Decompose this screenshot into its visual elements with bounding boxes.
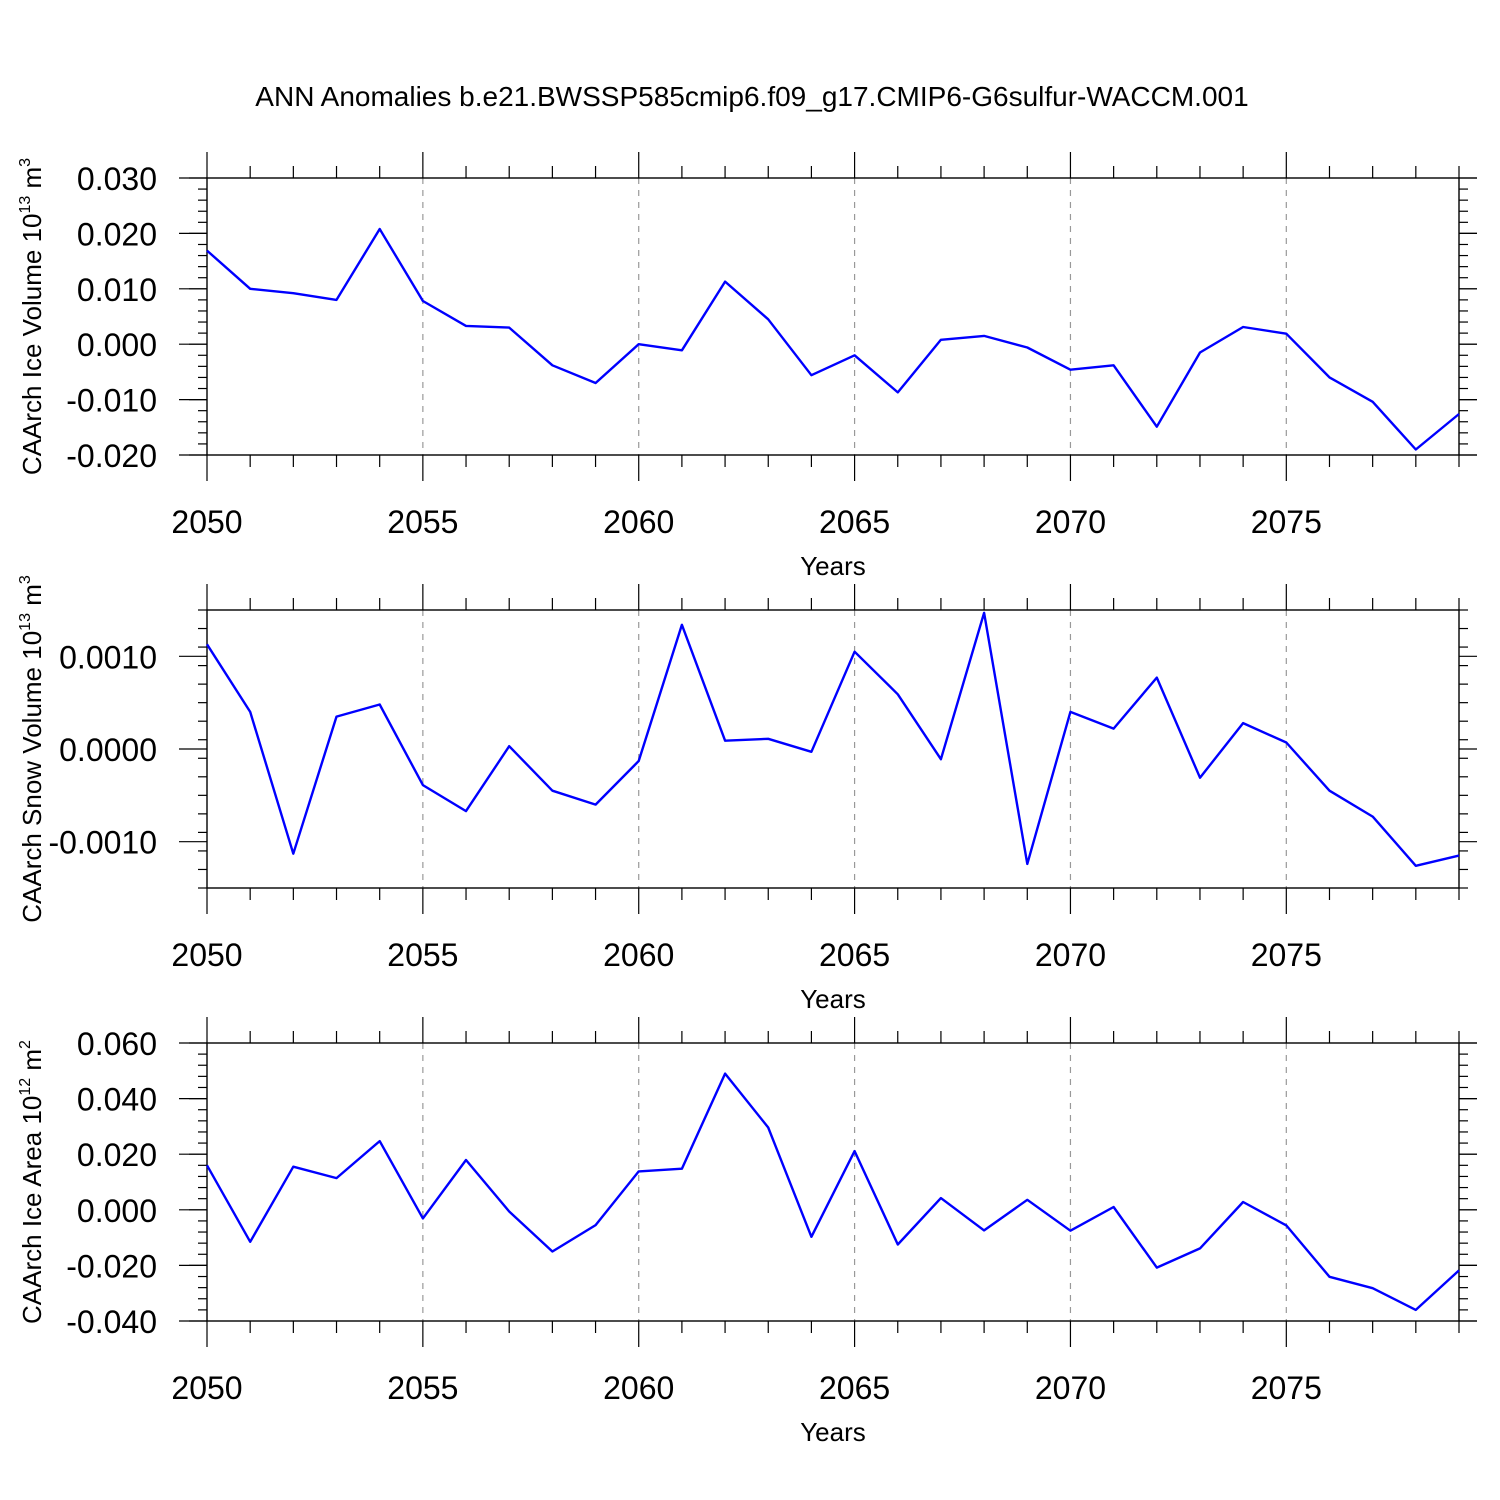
x-tick-label: 2060 [603, 504, 674, 540]
series-line [205, 611, 1460, 867]
x-tick-label: 2055 [387, 504, 458, 540]
x-axis-label: Years [800, 551, 866, 581]
y-axis-label-text: CAArch Ice Area 10 [17, 1096, 47, 1324]
y-tick-label: -0.010 [66, 383, 157, 419]
y-axis-label-text: CAArch Snow Volume 10 [17, 631, 47, 923]
x-tick-label: 2055 [387, 1370, 458, 1406]
plot-frame [206, 609, 1460, 889]
x-tick-label: 2055 [387, 937, 458, 973]
panel-1: -0.020 -0.010 0.000 0.010 0.020 0.030 2050 2055… [17, 152, 1477, 581]
x-axis-label: Years [800, 984, 866, 1014]
y-tick-label: 0.020 [77, 1137, 157, 1173]
x-tick-label: 2075 [1251, 937, 1322, 973]
panel-2: -0.0010 0.0000 0.0010 2050 2055 2060 2065 2070 2… [17, 575, 1477, 1014]
y-axis-label-superscript: 12 [17, 1078, 34, 1096]
x-tick-label: 2065 [819, 1370, 890, 1406]
x-tick-label: 2070 [1035, 937, 1106, 973]
y-axis-label-superscript: 13 [17, 613, 34, 631]
y-axis-label-text: m [17, 167, 47, 196]
x-tick-label: 2050 [171, 1370, 242, 1406]
plot-frame [206, 1042, 1460, 1322]
x-tick-label: 2075 [1251, 504, 1322, 540]
x-tick-label: 2060 [603, 937, 674, 973]
y-axis-label: CAArch Ice Volume 1013 m3 [17, 158, 47, 475]
x-tick-label: 2075 [1251, 1370, 1322, 1406]
series-line [206, 227, 1460, 451]
y-tick-label: 0.000 [77, 327, 157, 363]
y-tick-label: 0.000 [77, 1193, 157, 1229]
y-tick-label: -0.0010 [48, 825, 157, 861]
x-tick-label: 2050 [171, 937, 242, 973]
y-axis-label-superscript: 3 [17, 575, 34, 584]
series-line [205, 1072, 1460, 1312]
y-axis-label-superscript: 2 [17, 1040, 34, 1049]
x-tick-label: 2065 [819, 937, 890, 973]
x-tick-label: 2050 [171, 504, 242, 540]
panel-3: -0.040 -0.020 0.000 0.020 0.040 0.060 2050 2055… [17, 1017, 1477, 1447]
x-tick-label: 2070 [1035, 504, 1106, 540]
y-tick-label: 0.0010 [59, 639, 157, 675]
y-tick-label: 0.010 [77, 272, 157, 308]
y-axis-label: CAArch Ice Area 1012 m2 [17, 1040, 47, 1324]
y-tick-label: -0.020 [66, 438, 157, 474]
y-tick-label: -0.020 [66, 1248, 157, 1284]
y-tick-label: 0.060 [77, 1026, 157, 1062]
y-axis-label-text: m [17, 584, 47, 613]
y-axis-label-superscript: 13 [17, 196, 34, 214]
y-tick-label: 0.030 [77, 161, 157, 197]
figure-title: ANN Anomalies b.e21.BWSSP585cmip6.f09_g1… [255, 81, 1248, 112]
y-tick-label: -0.040 [66, 1304, 157, 1340]
y-axis-label: CAArch Snow Volume 1013 m3 [17, 575, 47, 923]
y-tick-label: 0.0000 [59, 732, 157, 768]
x-tick-label: 2060 [603, 1370, 674, 1406]
y-tick-label: 0.040 [77, 1082, 157, 1118]
x-axis-label: Years [800, 1417, 866, 1447]
x-tick-label: 2065 [819, 504, 890, 540]
y-axis-label-text: CAArch Ice Volume 10 [17, 214, 47, 476]
y-axis-label-text: m [17, 1049, 47, 1078]
y-axis-label-superscript: 3 [17, 158, 34, 167]
x-tick-label: 2070 [1035, 1370, 1106, 1406]
y-tick-label: 0.020 [77, 216, 157, 252]
plot-frame [206, 177, 1460, 456]
